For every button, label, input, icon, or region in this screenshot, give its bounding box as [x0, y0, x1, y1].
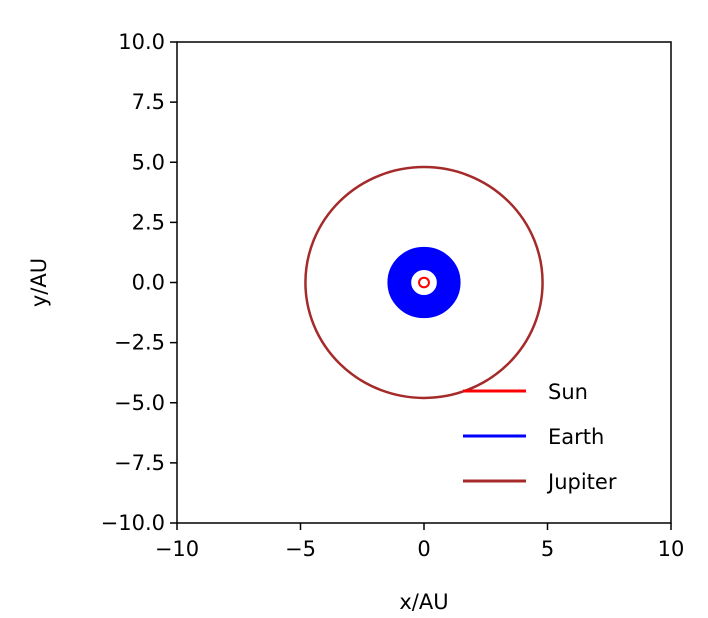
x-axis: −10 −5 0 5 10 [155, 523, 685, 561]
legend-label-earth: Earth [548, 425, 604, 449]
series-jupiter-orbit [304, 165, 544, 400]
x-axis-label: x/AU [399, 590, 448, 614]
y-tick-label: −5.0 [114, 391, 165, 415]
y-tick-label: 2.5 [132, 210, 165, 234]
y-tick-label: 0.0 [132, 271, 165, 295]
legend-label-jupiter: Jupiter [546, 470, 617, 494]
axes-frame [176, 41, 672, 524]
plot-area [304, 165, 544, 400]
y-tick-label: −10.0 [101, 511, 165, 535]
series-earth-track [403, 261, 447, 304]
y-tick-label: −7.5 [114, 451, 165, 475]
series-sun-orbit [418, 276, 430, 289]
y-tick-label: 7.5 [132, 90, 165, 114]
y-tick-label: −2.5 [114, 331, 165, 355]
y-tick-label: 10.0 [118, 30, 165, 54]
y-axis: 10.0 7.5 5.0 2.5 0.0 −2.5 −5.0 −7.5 −10.0 [101, 30, 177, 535]
x-tick-label: 5 [541, 537, 554, 561]
x-tick-label: −10 [155, 537, 199, 561]
legend: Sun Earth Jupiter [463, 380, 617, 494]
y-tick-label: 5.0 [132, 150, 165, 174]
x-tick-label: 0 [417, 537, 430, 561]
y-axis-label: y/AU [27, 258, 51, 307]
legend-label-sun: Sun [548, 380, 588, 404]
series-earth-track [405, 264, 443, 301]
x-tick-label: −5 [285, 537, 316, 561]
x-tick-label: 10 [658, 537, 685, 561]
series-earth-track [407, 267, 439, 298]
